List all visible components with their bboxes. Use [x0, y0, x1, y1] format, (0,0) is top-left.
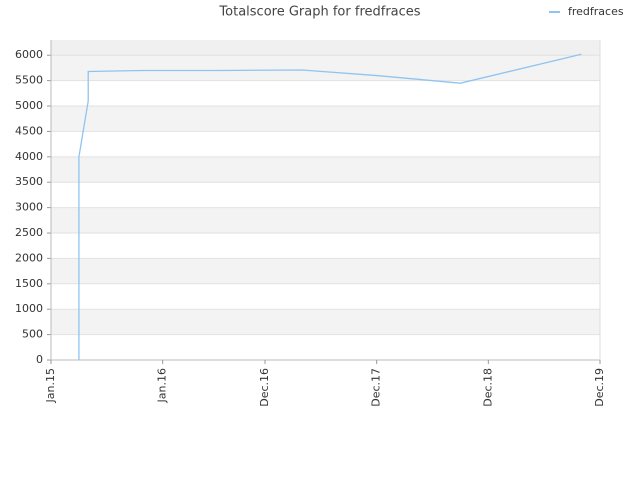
plot-band [51, 309, 600, 335]
y-tick-label: 4500 [15, 124, 43, 137]
x-tick-label: Jan.15 [44, 368, 57, 403]
legend-label: fredfraces [568, 5, 624, 18]
y-tick-label: 3000 [15, 201, 43, 214]
plot-band [51, 106, 600, 132]
data-line [78, 53, 582, 360]
plot-band [51, 156, 600, 183]
y-tick-label: 1000 [15, 302, 43, 315]
y-tick-label: 2000 [15, 251, 43, 264]
plot-band [51, 55, 600, 81]
x-tick-label: Dec.16 [258, 368, 271, 407]
y-tick-label: 5000 [15, 99, 43, 112]
y-tick-label: 1500 [15, 277, 43, 290]
x-tick-label: Jan.16 [156, 368, 169, 403]
x-tick-label: Dec.17 [370, 368, 383, 407]
plot-band [51, 258, 600, 284]
y-tick-label: 2500 [15, 226, 43, 239]
y-tick-label: 500 [22, 328, 43, 341]
chart-title: Totalscore Graph for fredfraces [218, 5, 420, 20]
y-tick-label: 6000 [15, 48, 43, 61]
x-tick-label: Dec.19 [593, 368, 606, 407]
plot-band [51, 207, 600, 234]
y-tick-label: 4000 [15, 150, 43, 163]
x-tick-label: Dec.18 [481, 368, 494, 407]
y-tick-label: 0 [36, 353, 43, 366]
y-tick-label: 5500 [15, 74, 43, 87]
y-tick-label: 3500 [15, 175, 43, 188]
